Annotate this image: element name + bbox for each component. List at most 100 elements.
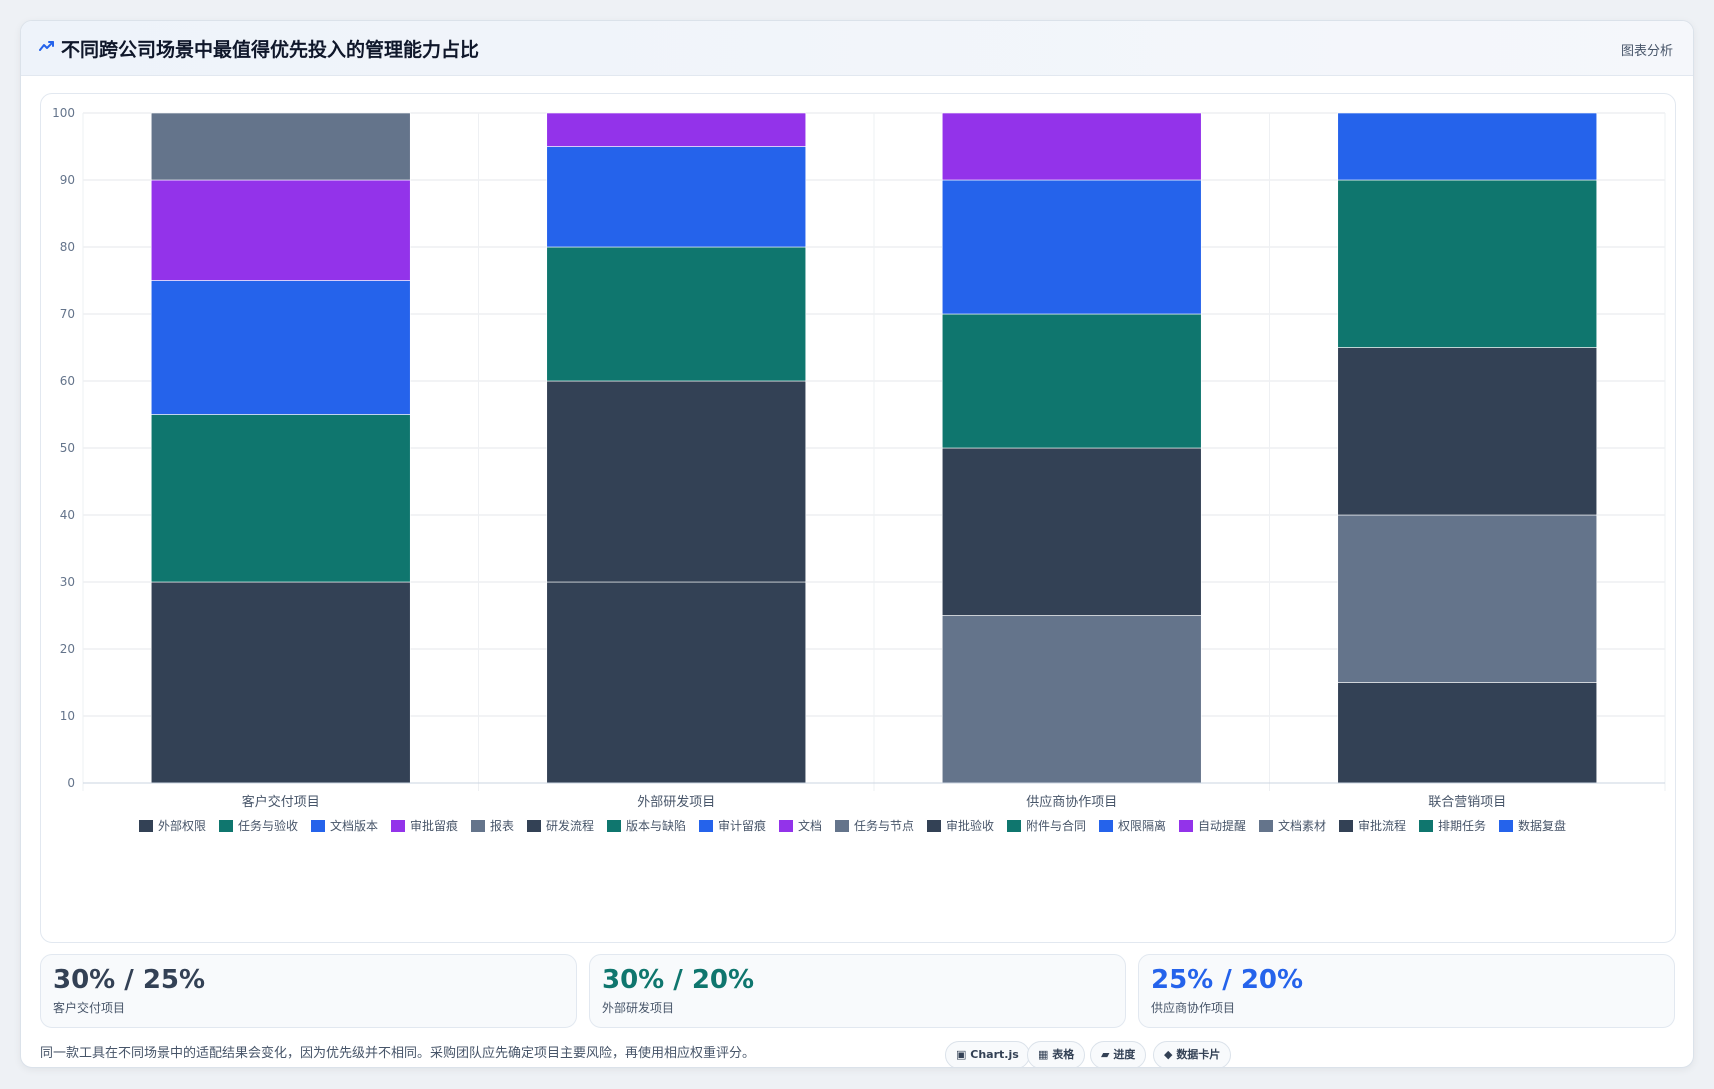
table-icon: ▦ [1038,1048,1049,1061]
tag-data-card[interactable]: ◆ 数据卡片 [1153,1041,1232,1067]
stat-value: 30% / 25% [53,965,206,995]
bar-segment [150,179,411,281]
y-tick-label: 100 [52,106,75,120]
page-title: 不同跨公司场景中最值得优先投入的管理能力占比 [61,39,480,61]
bar-segment [1337,514,1598,683]
chart-card: 不同跨公司场景中最值得优先投入的管理能力占比 图表分析 0 10 20 30 40 50 6… [20,20,1694,1068]
legend-swatch [835,820,849,832]
stat-card: 30% / 20% 外部研发项目 [589,954,1126,1028]
legend-label: 数据复盘 [1518,818,1566,833]
y-tick-label: 80 [60,240,75,254]
legend-label: 自动提醒 [1198,818,1246,833]
bar-segment [941,447,1202,616]
legend-swatch [1419,820,1433,832]
bar-segment [546,380,807,583]
tag-label: 进度 [1113,1048,1136,1061]
footnote: 同一款工具在不同场景中的适配结果会变化，因为优先级并不相同。采购团队应先确定项目… [40,1046,756,1061]
tag-progress[interactable]: ▰ 进度 [1090,1041,1147,1067]
tag-table[interactable]: ▦ 表格 [1027,1041,1086,1067]
bar-segment [546,112,807,147]
legend-label: 排期任务 [1438,818,1486,833]
legend-swatch [1339,820,1353,832]
bar-segment [1337,179,1598,348]
y-tick-label: 10 [60,709,75,723]
legend-label: 研发流程 [546,818,594,833]
bar-segment [1337,112,1598,181]
tag-label: 数据卡片 [1176,1048,1221,1061]
legend-swatch [391,820,405,832]
diamond-icon: ◆ [1164,1048,1173,1061]
legend-swatch [1007,820,1021,832]
x-tick-label: 供应商协作项目 [1026,794,1117,810]
legend-label: 审计留痕 [718,818,766,833]
x-tick-label: 联合营销项目 [1428,795,1506,810]
stat-label: 外部研发项目 [602,1001,675,1015]
bar-segment [546,146,807,248]
legend-label: 附件与合同 [1026,818,1086,833]
tag-label: 表格 [1052,1048,1075,1061]
legend-label: 外部权限 [158,818,206,833]
legend-label: 任务与验收 [238,818,298,833]
legend-label: 文档素材 [1278,818,1326,833]
bar-segment [546,246,807,382]
y-tick-label: 30 [60,575,75,589]
legend-swatch [1259,820,1273,832]
bar-segment [941,112,1202,181]
bar-segment [150,112,411,181]
bar-segment [941,313,1202,449]
legend-swatch [699,820,713,832]
legend-label: 任务与节点 [854,818,914,833]
stat-value: 25% / 20% [1151,965,1304,995]
stacked-bar-chart: 0 10 20 30 40 50 60 70 80 90 100 客户交付项目 外部研发项目 供应商协作项… [52,106,1666,833]
legend-label: 文档 [798,818,822,833]
chart-icon: ▣ [956,1048,967,1061]
legend-label: 审批留痕 [410,818,458,833]
chart-panel: 0 10 20 30 40 50 60 70 80 90 100 客户交付项目 外部研发项目 供应商协作项… [40,93,1676,943]
legend-swatch [927,820,941,832]
legend-swatch [779,820,793,832]
y-tick-label: 0 [67,776,75,790]
legend-swatch [607,820,621,832]
legend-label: 审批验收 [946,818,994,833]
legend-swatch [311,820,325,832]
tag-chartjs[interactable]: ▣ Chart.js [945,1041,1030,1067]
stat-card: 25% / 20% 供应商协作项目 [1138,954,1675,1028]
legend-swatch [527,820,541,832]
chart-analysis-link[interactable]: 图表分析 [1620,44,1673,59]
bar-segment [941,615,1202,784]
y-tick-label: 20 [60,642,75,656]
bar-segment [1337,347,1598,516]
stat-label: 客户交付项目 [53,1001,126,1015]
bar-segment [150,414,411,583]
card-header: 不同跨公司场景中最值得优先投入的管理能力占比 图表分析 [21,21,1693,76]
tag-label: Chart.js [970,1048,1019,1061]
legend-label: 文档版本 [330,818,378,833]
legend-swatch [1099,820,1113,832]
bar-segment [941,179,1202,315]
x-tick-label: 客户交付项目 [242,794,320,810]
bar-segment [1337,682,1598,784]
stat-card: 30% / 25% 客户交付项目 [40,954,577,1028]
bar-segment [546,581,807,784]
legend-swatch [139,820,153,832]
legend-label: 权限隔离 [1118,818,1166,833]
legend-swatch [471,820,485,832]
bar-segment [150,581,411,784]
legend-label: 报表 [490,818,514,833]
legend-swatch [219,820,233,832]
legend-swatch [1179,820,1193,832]
legend-swatch [1499,820,1513,832]
x-tick-label: 外部研发项目 [637,794,715,810]
y-tick-label: 40 [60,508,75,522]
y-tick-label: 60 [60,374,75,388]
progress-icon: ▰ [1101,1048,1110,1061]
stat-label: 供应商协作项目 [1151,1001,1236,1015]
bar-segment [150,280,411,415]
legend-label: 版本与缺陷 [626,818,686,833]
stats-row: 30% / 25% 客户交付项目 30% / 20% 外部研发项目 25% / … [40,954,1676,1028]
y-tick-label: 90 [60,173,75,187]
y-tick-label: 50 [60,441,75,455]
stat-value: 30% / 20% [602,965,755,995]
legend-label: 审批流程 [1358,818,1406,833]
trend-icon [39,41,54,51]
